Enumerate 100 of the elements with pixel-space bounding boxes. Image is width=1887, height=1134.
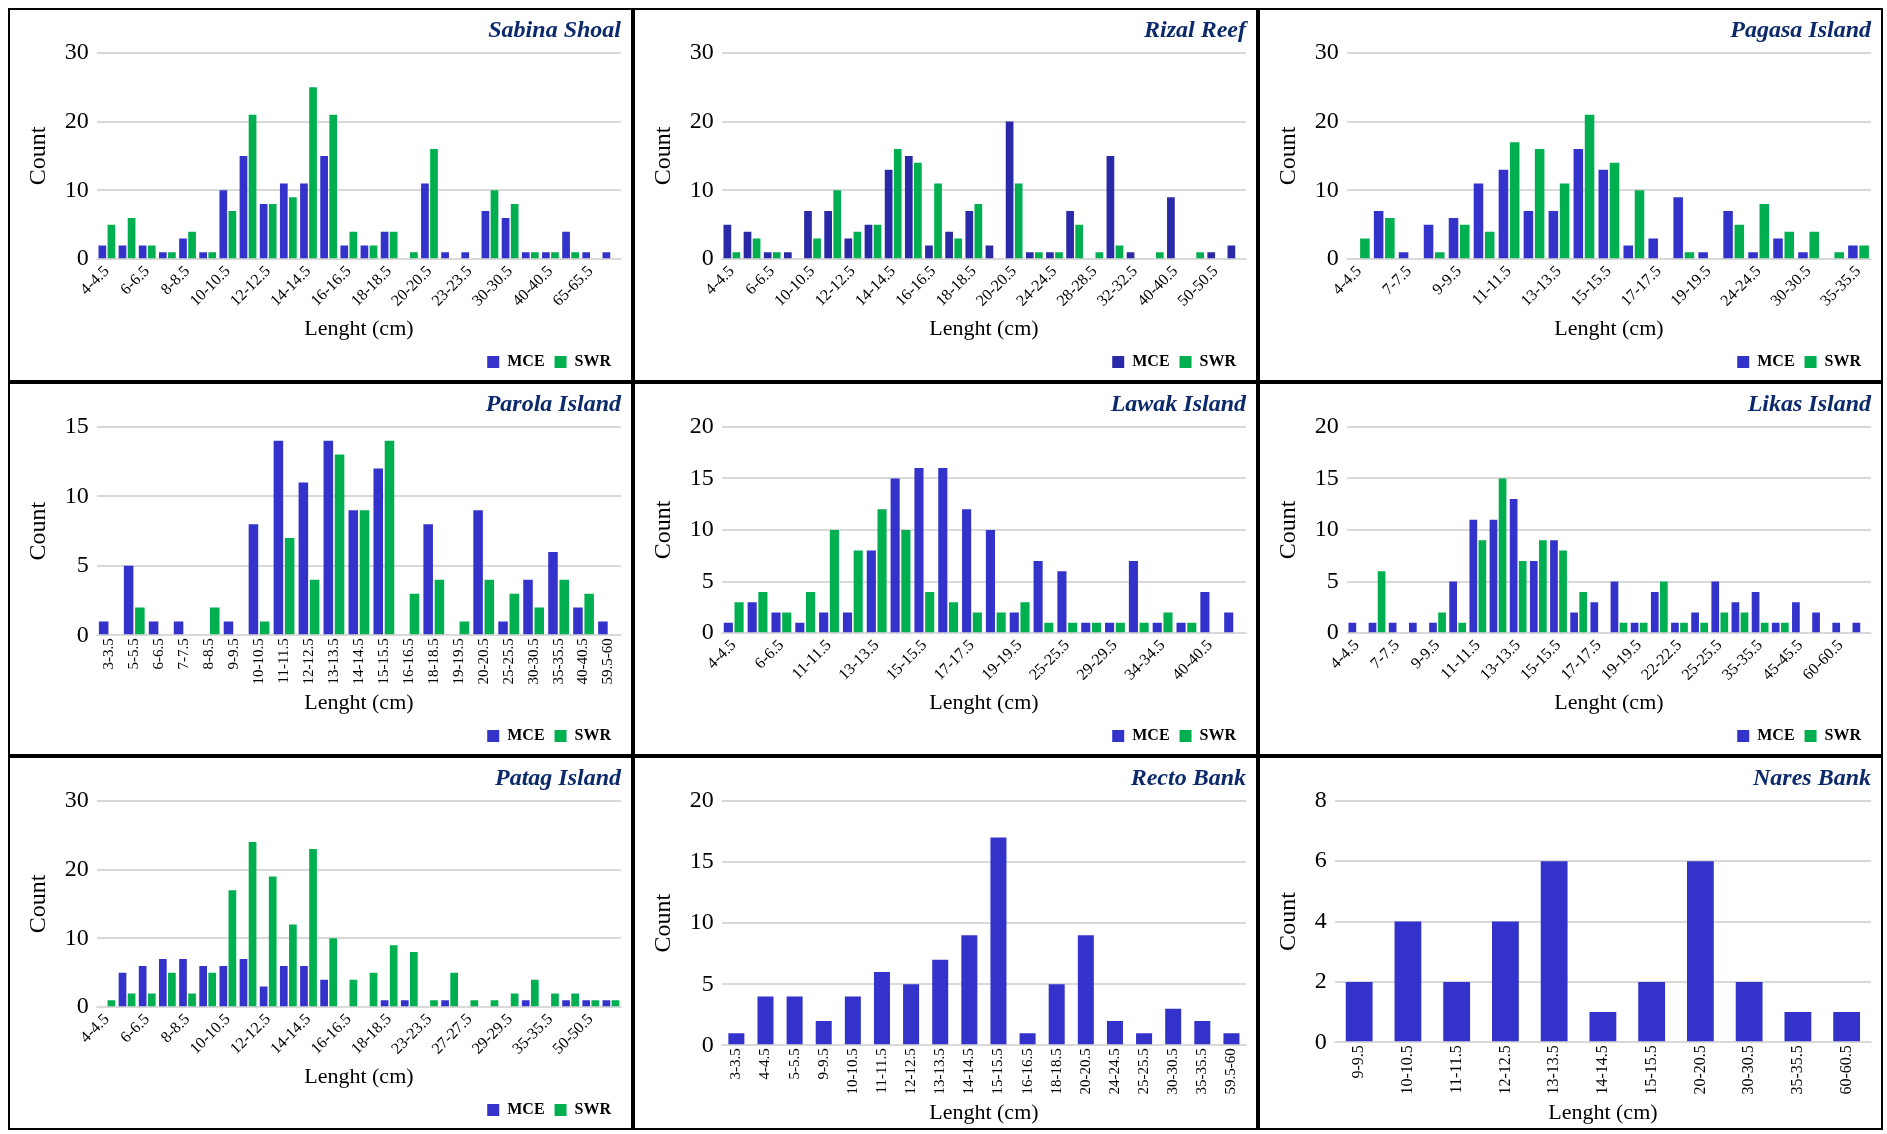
- bar: [530, 979, 539, 1007]
- bar: [340, 245, 349, 259]
- y-tick-label: 4: [1314, 906, 1327, 933]
- x-tick-label: 5-5.5: [125, 638, 142, 670]
- bar: [1833, 1012, 1861, 1042]
- y-tick-label: 5: [701, 566, 714, 593]
- x-tick-label: 9-9.5: [1349, 1045, 1367, 1079]
- bar: [289, 197, 297, 259]
- y-axis-title: Count: [648, 126, 675, 186]
- bar: [996, 612, 1006, 633]
- bar: [1075, 224, 1084, 259]
- chart-title: Rizal Reef: [1143, 15, 1248, 42]
- legend-label: MCE: [507, 1100, 545, 1118]
- bar: [1686, 861, 1714, 1042]
- y-axis-title: Count: [23, 501, 50, 561]
- bar: [441, 252, 449, 259]
- bar: [409, 252, 418, 259]
- bar: [127, 217, 136, 259]
- y-tick-label: 15: [689, 847, 714, 874]
- bar: [884, 169, 893, 259]
- bar: [1598, 169, 1609, 259]
- bar: [1449, 581, 1458, 633]
- bar: [300, 965, 308, 1007]
- bar: [925, 591, 935, 633]
- bar: [842, 612, 853, 633]
- bar: [1163, 612, 1173, 633]
- bar: [490, 1000, 499, 1007]
- y-tick-label: 6: [1314, 846, 1327, 873]
- y-tick-label: 15: [64, 412, 89, 439]
- x-tick-label: 59.5-60: [1222, 1048, 1239, 1095]
- bar: [584, 593, 594, 635]
- bar: [1398, 252, 1409, 259]
- x-tick-label: 19-19.5: [449, 638, 466, 685]
- bar: [1055, 252, 1063, 259]
- bar: [228, 890, 237, 1007]
- bar: [1731, 602, 1740, 633]
- y-tick-label: 5: [1326, 566, 1339, 593]
- bar: [209, 607, 220, 635]
- bar: [1057, 571, 1067, 633]
- bar: [1423, 224, 1434, 259]
- x-tick-label: 10-10.5: [843, 1048, 860, 1095]
- bar: [1373, 211, 1384, 259]
- bar: [530, 252, 539, 259]
- bar: [501, 217, 510, 259]
- chart-title: Likas Island: [1746, 389, 1872, 416]
- bar: [833, 190, 842, 259]
- bar: [1194, 1020, 1211, 1045]
- bar: [1048, 984, 1065, 1045]
- bar: [1509, 499, 1518, 633]
- bar: [259, 204, 268, 259]
- y-tick-label: 30: [64, 786, 89, 813]
- bar: [484, 579, 495, 635]
- y-axis-title: Count: [648, 500, 675, 560]
- y-axis-title: Count: [1273, 500, 1300, 560]
- bar: [239, 959, 248, 1007]
- legend-label: SWR: [574, 726, 612, 744]
- bar: [1673, 197, 1683, 259]
- y-tick-label: 0: [1326, 618, 1339, 645]
- bar: [771, 612, 781, 633]
- x-tick-label: 59.5-60: [599, 638, 616, 685]
- bar: [147, 245, 156, 259]
- bar: [1106, 1020, 1123, 1045]
- bar: [107, 224, 116, 259]
- bar: [430, 1000, 438, 1007]
- bar: [179, 959, 187, 1007]
- y-tick-label: 8: [1314, 786, 1327, 813]
- bar: [380, 1000, 389, 1007]
- chart-title: Parola Island: [484, 389, 622, 416]
- bar: [1224, 612, 1234, 633]
- bar: [228, 211, 237, 259]
- bar: [208, 972, 217, 1007]
- bar: [602, 252, 611, 259]
- bar: [473, 510, 483, 635]
- legend-label: SWR: [574, 352, 612, 370]
- y-tick-label: 10: [1314, 515, 1339, 542]
- bar: [1735, 981, 1763, 1042]
- bar: [423, 524, 433, 635]
- bar: [400, 1000, 409, 1007]
- bar: [824, 211, 833, 259]
- bar: [1610, 581, 1619, 633]
- bar: [734, 602, 744, 633]
- y-tick-label: 30: [1314, 38, 1339, 65]
- bar: [1484, 231, 1495, 259]
- bar: [1579, 591, 1588, 633]
- bar: [360, 245, 369, 259]
- y-axis-title: Count: [23, 874, 50, 934]
- bar: [1609, 162, 1620, 259]
- x-tick-label: 11-11.5: [872, 1048, 889, 1094]
- bar: [1659, 581, 1668, 633]
- bar: [1165, 1008, 1182, 1045]
- y-tick-label: 30: [64, 38, 89, 65]
- bar: [962, 509, 972, 633]
- bar: [954, 238, 963, 259]
- bar: [602, 1000, 611, 1007]
- bar: [559, 579, 569, 635]
- x-axis-title: Lenght (cm): [929, 688, 1039, 714]
- bar: [1539, 540, 1547, 633]
- bar: [490, 190, 499, 259]
- x-tick-label: 18-18.5: [1047, 1048, 1064, 1095]
- bar: [268, 204, 277, 259]
